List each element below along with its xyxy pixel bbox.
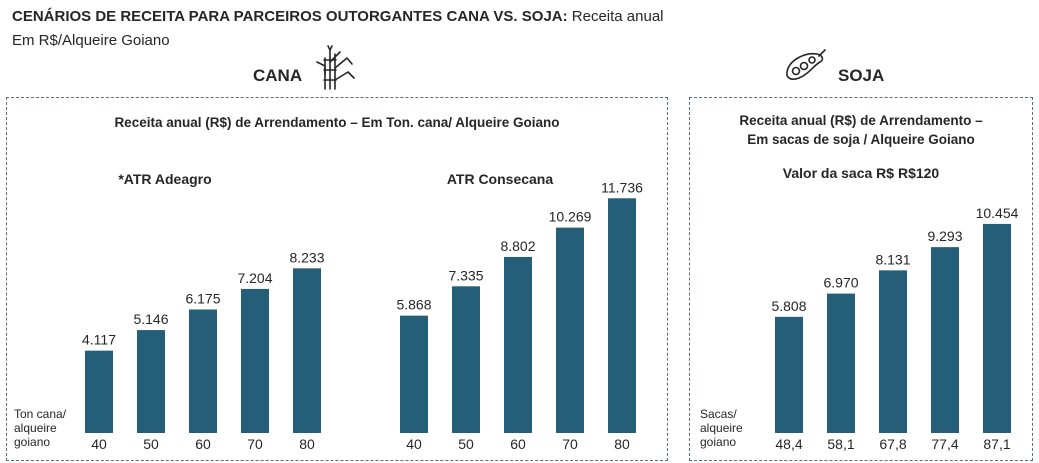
x-tick-label-58,1: 58,1 (827, 436, 854, 452)
bar-50 (452, 286, 480, 433)
x-tick-label-70: 70 (247, 436, 263, 452)
chart-title-atr-adeagro: *ATR Adeagro (118, 171, 212, 187)
x-tick-label-77,4: 77,4 (931, 436, 958, 452)
data-label-60: 6.175 (185, 291, 220, 307)
bar-60 (504, 256, 532, 433)
soja-price-note: Valor da saca R$ R$120 (782, 165, 940, 181)
bar-77,4 (931, 247, 959, 433)
bar-80 (608, 198, 636, 433)
cana-unit-line-2: alqueire (14, 421, 57, 435)
bar-70 (241, 288, 269, 433)
page-title: CENÁRIOS DE RECEITA PARA PARCEIROS OUTOR… (12, 8, 664, 25)
page-title-bold: CENÁRIOS DE RECEITA PARA PARCEIROS OUTOR… (12, 8, 568, 25)
bar-67,8 (879, 270, 907, 433)
bar-60 (189, 309, 217, 433)
data-label-67,8: 8.131 (875, 251, 910, 267)
section-label-soja: SOJA (838, 66, 885, 85)
x-tick-label-80: 80 (614, 436, 630, 452)
x-tick-label-40: 40 (406, 436, 422, 452)
data-label-87,1: 10.454 (976, 205, 1019, 221)
bar-50 (137, 330, 165, 433)
data-label-60: 8.802 (500, 238, 535, 254)
soybean-pod-icon (786, 49, 826, 80)
cana-unit-line-3: goiano (14, 435, 51, 449)
section-label-cana: CANA (253, 66, 303, 85)
data-label-80: 8.233 (289, 249, 324, 265)
data-label-40: 4.117 (82, 332, 116, 348)
page-title-rest: Receita anual (567, 8, 664, 25)
data-label-50: 7.335 (448, 267, 483, 283)
cana-unit-line-1: Ton cana/ (14, 407, 67, 421)
data-label-58,1: 6.970 (823, 275, 858, 291)
sugarcane-icon (316, 45, 355, 90)
x-tick-label-87,1: 87,1 (983, 436, 1010, 452)
cana-panel-title: Receita anual (R$) de Arrendamento – Em … (114, 115, 560, 130)
bar-chart-atr-consecana: 5.868 40 7.335 50 8.802 60 10.269 70 11.736 80 (396, 179, 643, 452)
bar-40 (400, 315, 428, 433)
soja-unit-label: Sacas/ alqueire goiano (700, 407, 743, 449)
x-tick-label-40: 40 (91, 436, 107, 452)
soja-panel-title-line-1: Receita anual (R$) de Arrendamento – (739, 113, 983, 128)
x-tick-label-60: 60 (510, 436, 526, 452)
x-tick-label-60: 60 (195, 436, 211, 452)
bar-87,1 (983, 223, 1011, 433)
data-label-70: 10.269 (549, 209, 592, 225)
soja-unit-line-1: Sacas/ (700, 407, 737, 421)
x-tick-label-80: 80 (299, 436, 315, 452)
x-tick-label-48,4: 48,4 (775, 436, 802, 452)
soja-panel-title-line-2: Em sacas de soja / Alqueire Goiano (747, 132, 975, 147)
cana-panel: Receita anual (R$) de Arrendamento – Em … (6, 97, 668, 461)
data-label-48,4: 5.808 (771, 298, 806, 314)
chart-title-atr-consecana: ATR Consecana (446, 171, 554, 187)
bar-70 (556, 227, 584, 433)
data-label-70: 7.204 (237, 270, 272, 286)
soja-panel: Receita anual (R$) de Arrendamento – Em … (689, 97, 1033, 461)
cana-unit-label: Ton cana/ alqueire goiano (14, 407, 66, 449)
data-label-80: 11.736 (601, 179, 643, 195)
page-subtitle: Em R$/Alqueire Goiano (12, 32, 170, 49)
soja-unit-line-3: goiano (700, 435, 737, 449)
bar-48,4 (775, 316, 803, 433)
bar-chart-soja: 5.808 48,4 6.970 58,1 8.131 67,8 9.293 77,4 10.4… (771, 205, 1019, 452)
bar-80 (293, 268, 321, 433)
x-tick-label-67,8: 67,8 (879, 436, 906, 452)
data-label-50: 5.146 (133, 311, 168, 327)
bar-58,1 (827, 293, 855, 433)
bar-chart-atr-adeagro: 4.117 40 5.146 50 6.175 60 7.204 70 8.233 80 (82, 249, 325, 452)
x-tick-label-70: 70 (562, 436, 578, 452)
x-tick-label-50: 50 (143, 436, 159, 452)
soja-unit-line-2: alqueire (700, 421, 743, 435)
data-label-77,4: 9.293 (927, 228, 962, 244)
bar-40 (85, 350, 113, 433)
x-tick-label-50: 50 (458, 436, 474, 452)
data-label-40: 5.868 (396, 297, 431, 313)
